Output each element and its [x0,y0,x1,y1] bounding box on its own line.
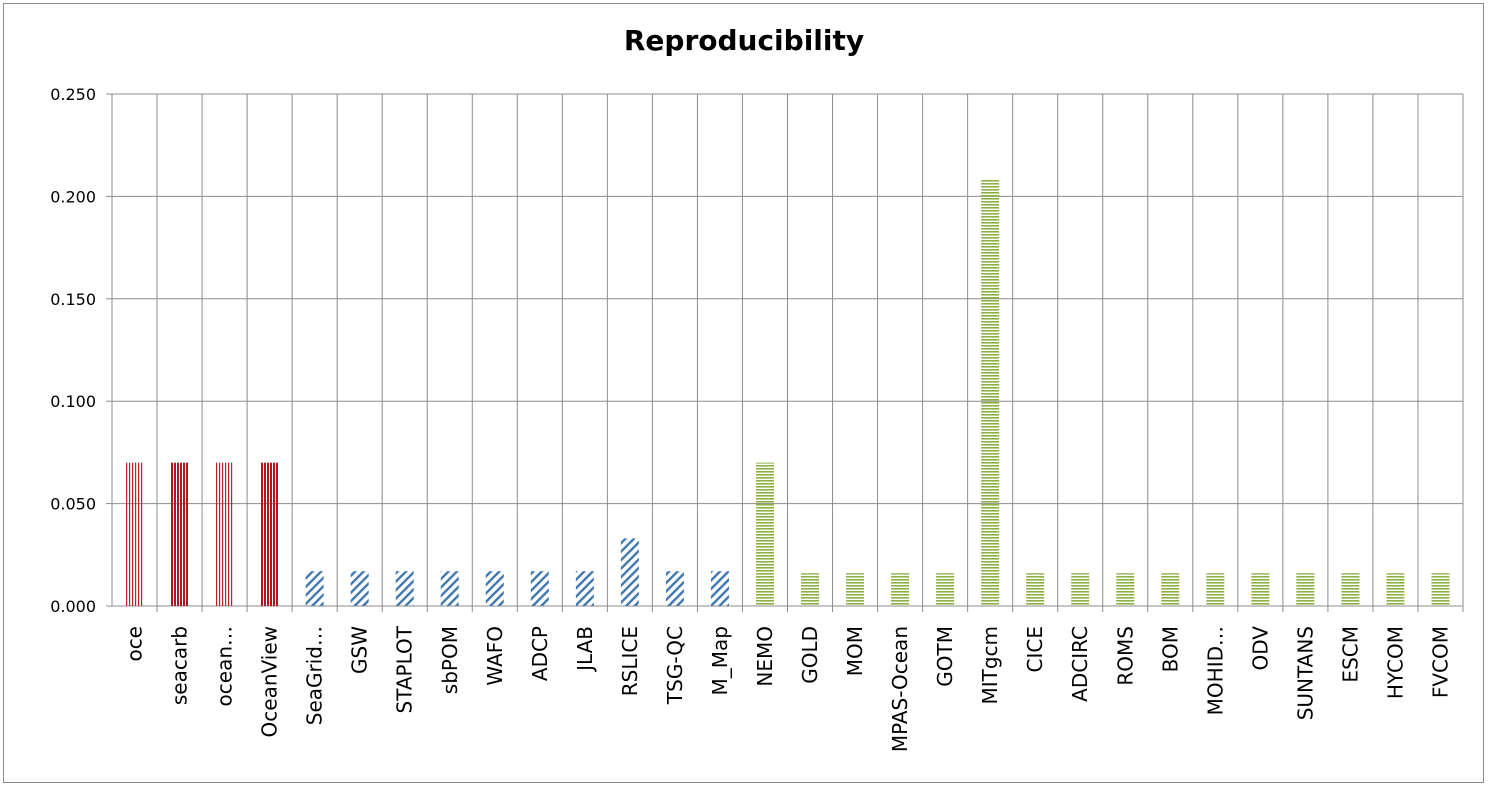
x-tick-label: GOTM [933,626,957,687]
bar-gsw [350,571,369,606]
bar-oce [125,462,144,606]
bar-mom [846,573,865,606]
x-tick-label: oce [123,626,147,662]
x-tick-label: ADCP [528,626,552,681]
bar-mpas-ocean [891,573,910,606]
x-tick-label: ADCIRC [1068,626,1092,702]
bar-rslice [620,538,639,606]
x-tick-label: seacarb [168,626,192,705]
x-tick-label: NEMO [753,626,777,687]
x-tick-label: M_Map [708,626,732,695]
x-tick-label: GSW [348,626,372,674]
x-tick-label: SUNTANS [1293,626,1317,720]
x-tick-label: CICE [1023,626,1047,672]
bar-escm [1341,573,1360,606]
x-tick-label: ODV [1248,626,1272,671]
bar-hycom [1386,573,1405,606]
chart-frame [3,3,1484,783]
x-axis-ticks: oce seacarb ocean… OceanView SeaGrid… GSW STAP… [123,625,1453,752]
bar-staplot [395,571,414,606]
chart-title: Reproducibility [623,24,865,57]
bar-fvcom [1431,573,1450,606]
y-tick-label: 0.150 [50,290,96,309]
x-tick-label: OceanView [258,626,282,737]
x-tick-label: ROMS [1113,626,1137,686]
x-tick-label: FVCOM [1428,626,1452,698]
y-tick-label: 0.200 [50,187,96,206]
bar-m-map [710,571,729,606]
bar-cice [1026,573,1045,606]
bar-adcirc [1071,573,1090,606]
x-tick-label: RSLICE [618,626,642,696]
bar-mitgcm [981,180,1000,607]
x-tick-label: JLAB [573,626,597,673]
bar-gold [801,573,820,606]
y-axis-ticks: 0.000 0.050 0.100 0.150 0.200 0.250 [50,85,96,616]
x-tick-label: ocean… [213,626,237,706]
bar-nemo [755,462,774,606]
x-tick-label: TSG-QC [663,626,687,705]
x-tick-label: GOLD [798,626,822,684]
bar-suntans [1296,573,1315,606]
bar-mohid- [1206,573,1225,606]
bar-seacarb [170,462,189,606]
x-tick-label: HYCOM [1383,626,1407,699]
y-tick-label: 0.050 [50,495,96,514]
y-tick-label: 0.000 [50,597,96,616]
bar-odv [1251,573,1270,606]
bar-wafo [485,571,504,606]
x-tick-label: STAPLOT [393,625,417,713]
x-tick-label: MITgcm [978,626,1002,705]
bar-gotm [936,573,955,606]
x-tick-label: MOM [843,626,867,676]
bar-sbpom [440,571,459,606]
x-tick-label: MOHID… [1203,626,1227,715]
bar-seagrid- [305,571,324,606]
bar-oceanview [260,462,279,606]
bar-adcp [530,571,549,606]
y-tick-label: 0.100 [50,392,96,411]
x-tick-label: sbPOM [438,626,462,694]
bar-bom [1161,573,1180,606]
x-tick-label: WAFO [483,626,507,686]
bars [125,180,1450,607]
bar-roms [1116,573,1135,606]
grid-layer [106,93,1464,612]
bar-ocean- [215,462,234,606]
bar-tsg-qc [665,571,684,606]
x-tick-label: MPAS-Ocean [888,626,912,752]
x-tick-label: BOM [1158,626,1182,672]
x-tick-label: ESCM [1338,626,1362,683]
y-tick-label: 0.250 [50,85,96,104]
x-tick-label: SeaGrid… [303,626,327,725]
bar-jlab [575,571,594,606]
